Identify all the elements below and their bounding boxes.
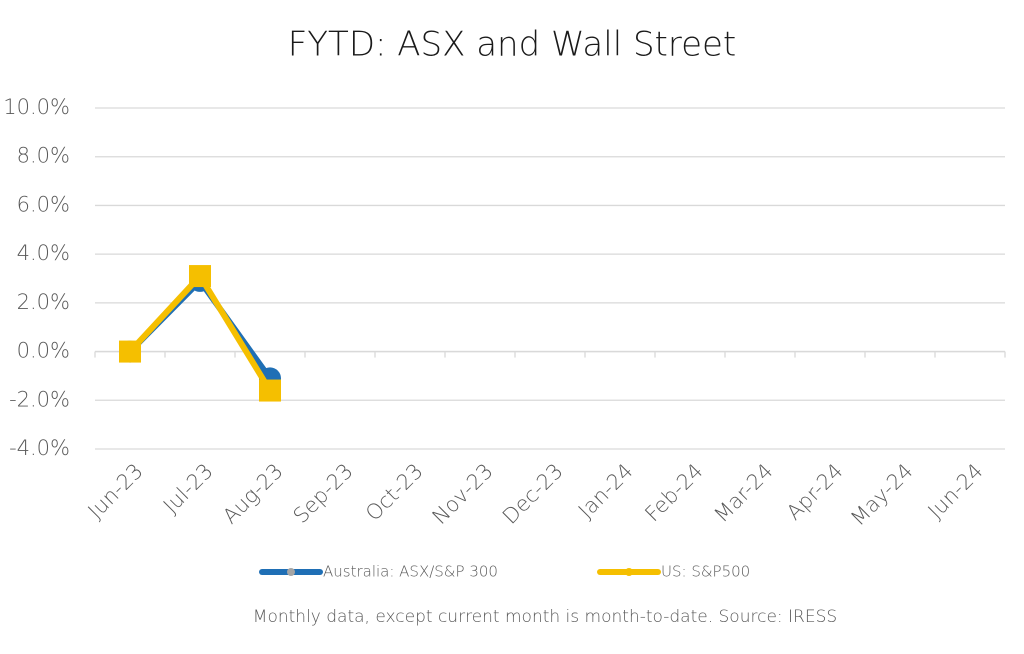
chart-title: FYTD: ASX and Wall Street (288, 25, 737, 65)
y-tick-label: 4.0% (17, 241, 70, 265)
y-tick-label: -4.0% (9, 436, 70, 460)
y-tick-label: -2.0% (9, 387, 70, 411)
x-tick-label: Mar-24 (709, 459, 777, 527)
x-tick-label: Jul-23 (159, 459, 218, 518)
x-tick-label: Apr-24 (782, 459, 848, 525)
x-tick-label: Sep-23 (289, 459, 358, 528)
x-tick-label: May-24 (846, 459, 918, 531)
series-line (127, 273, 273, 393)
x-tick-label: Jan-24 (574, 459, 638, 523)
legend-label: US: S&P500 (661, 563, 750, 581)
legend-marker (625, 568, 633, 576)
x-tick-label: Dec-23 (498, 459, 568, 529)
legend-marker (287, 568, 295, 576)
data-point (119, 340, 141, 363)
x-tick-label: Jun-24 (923, 459, 987, 523)
legend-label: Australia: ASX/S&P 300 (323, 563, 498, 581)
y-tick-label: 6.0% (17, 192, 70, 216)
y-tick-label: 0.0% (17, 339, 70, 363)
note: Monthly data, except current month is mo… (253, 607, 837, 627)
y-tick-label: 2.0% (17, 290, 70, 314)
y-tick-label: 10.0% (3, 95, 70, 119)
x-tick-label: Aug-23 (218, 459, 288, 529)
x-tick-label: Oct-23 (361, 459, 428, 526)
y-tick-label: 8.0% (17, 144, 70, 168)
x-tick-label: Nov-23 (428, 459, 498, 529)
data-point (189, 265, 211, 288)
data-point (259, 379, 281, 402)
x-tick-label: Jun-23 (83, 459, 147, 523)
x-tick-label: Feb-24 (640, 459, 708, 527)
